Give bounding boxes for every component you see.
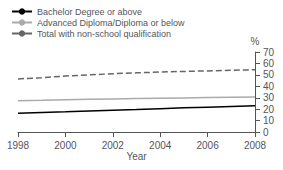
svg-text:2002: 2002 (102, 140, 125, 151)
svg-text:Total with non-school qualific: Total with non-school qualification (37, 29, 171, 39)
svg-text:40: 40 (263, 81, 275, 92)
svg-text:60: 60 (263, 58, 275, 69)
svg-text:30: 30 (263, 92, 275, 103)
svg-text:1998: 1998 (7, 140, 30, 151)
svg-text:2008: 2008 (244, 140, 267, 151)
svg-text:2006: 2006 (196, 140, 219, 151)
svg-text:%: % (251, 36, 260, 47)
svg-text:50: 50 (263, 69, 275, 80)
svg-text:Year: Year (126, 151, 147, 162)
svg-text:Bachelor Degree or above: Bachelor Degree or above (37, 7, 142, 17)
svg-text:Advanced Diploma/Diploma or be: Advanced Diploma/Diploma or below (37, 18, 185, 28)
svg-text:2004: 2004 (149, 140, 172, 151)
svg-text:20: 20 (263, 104, 275, 115)
svg-text:0: 0 (263, 127, 269, 138)
svg-text:70: 70 (263, 47, 275, 58)
svg-text:10: 10 (263, 115, 275, 126)
svg-text:2000: 2000 (54, 140, 77, 151)
